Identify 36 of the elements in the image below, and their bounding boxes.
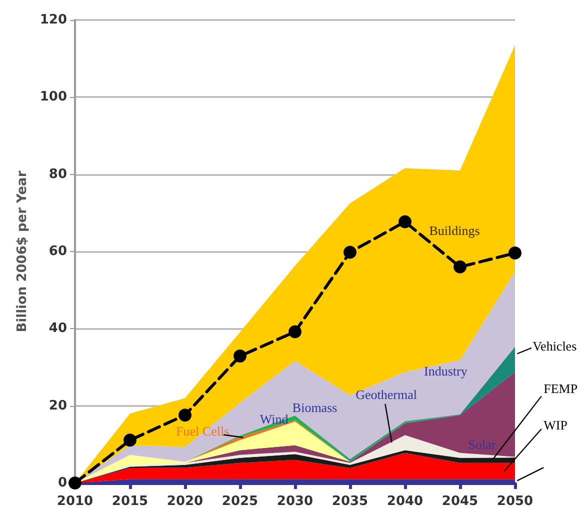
- text: WIP: [544, 418, 568, 433]
- series-label: Fuel Cells: [176, 423, 230, 438]
- x-tick-label: 2030: [276, 494, 314, 509]
- point: [68, 476, 82, 490]
- y-tick-label: 20: [48, 398, 67, 414]
- point: [398, 215, 412, 228]
- x-tick-label: 2015: [112, 494, 148, 509]
- y-tick-label: 0: [58, 476, 67, 490]
- x-tick-label: 2045: [442, 494, 478, 509]
- point: [288, 325, 302, 338]
- point: [234, 350, 246, 363]
- point: [178, 408, 192, 422]
- series-label: Buildings: [429, 222, 480, 238]
- point: [454, 260, 466, 274]
- series-label: Industry: [424, 364, 468, 379]
- x-tick-label: 2010: [56, 494, 94, 509]
- series-label: Vehicles: [532, 338, 577, 354]
- text: Geothermal: [356, 386, 418, 402]
- x-tick-label: 2025: [222, 494, 258, 509]
- y-tick-label: 80: [48, 166, 67, 182]
- y-tick-label: 60: [48, 244, 67, 259]
- series-label: Solar: [468, 436, 496, 452]
- y-tick-label: 100: [40, 90, 67, 105]
- y-tick-label: 120: [40, 12, 67, 28]
- point: [124, 434, 136, 447]
- point: [508, 246, 522, 260]
- series-label: Wind: [260, 411, 289, 426]
- x-tick-label: 2035: [332, 494, 368, 509]
- y-axis-title: Billion 2006$ per Year: [14, 170, 30, 332]
- x-tick-label: 2050: [496, 494, 534, 509]
- point: [344, 246, 356, 259]
- x-tick-label: 2020: [166, 494, 204, 509]
- y-tick-label: 40: [48, 321, 67, 336]
- text: FEMP: [544, 380, 578, 396]
- series-label: Biomass: [292, 400, 338, 415]
- x-tick-label: 2040: [386, 494, 424, 509]
